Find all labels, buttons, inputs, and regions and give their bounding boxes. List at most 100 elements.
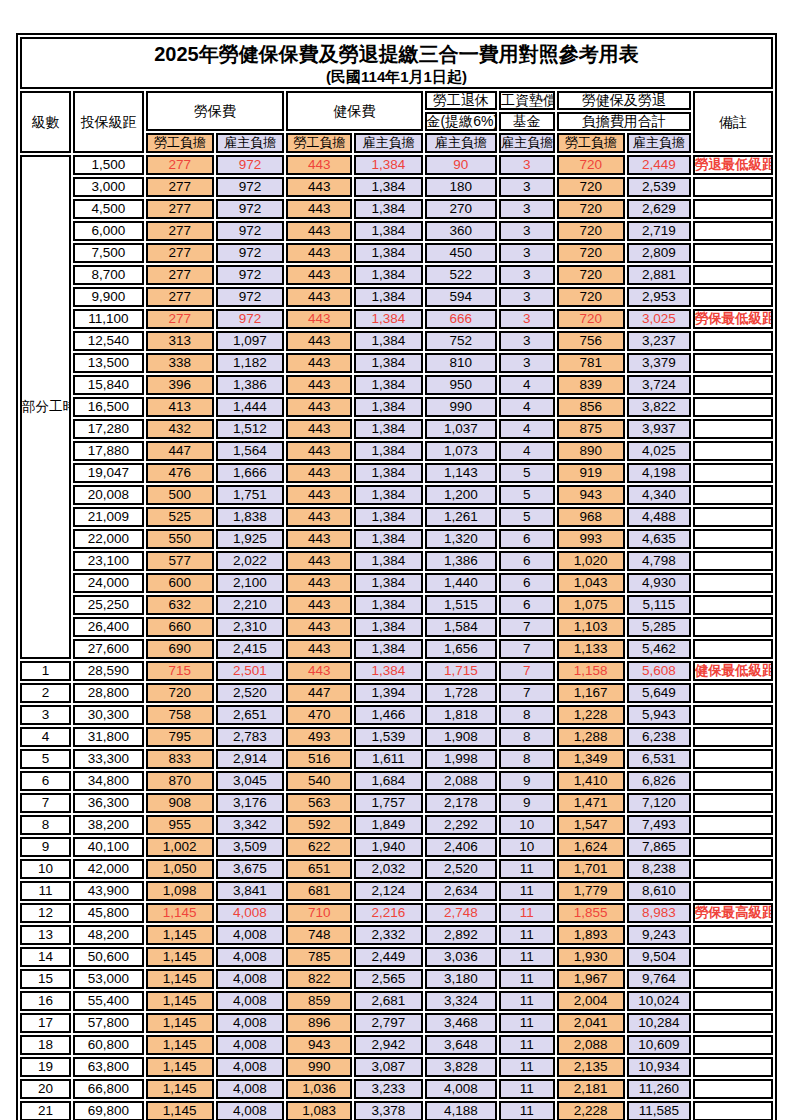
cell-note	[693, 969, 773, 989]
cell-note	[693, 265, 773, 285]
cell-health-employer: 2,797	[354, 1013, 422, 1033]
cell-labor-employee: 277	[146, 155, 214, 175]
cell-labor-employee: 1,050	[146, 859, 214, 879]
cell-note: 勞退最低級距	[693, 155, 773, 175]
cell-note	[693, 177, 773, 197]
table-row: 8,7002779724431,38452237202,881	[20, 265, 773, 285]
table-row: 16,5004131,4444431,38499048563,822	[20, 397, 773, 417]
table-row: 533,3008332,9145161,6111,99881,3496,531	[20, 749, 773, 769]
cell-health-employer: 1,940	[354, 837, 422, 857]
table-row: 12,5403131,0974431,38475237563,237	[20, 331, 773, 351]
cell-bracket: 33,300	[73, 749, 143, 769]
cell-wage-fund-employer: 11	[499, 1079, 554, 1099]
cell-health-employer: 1,384	[354, 287, 422, 307]
cell-total-employee: 720	[557, 199, 625, 219]
table-row: 3,0002779724431,38418037202,539	[20, 177, 773, 197]
cell-pension-employer: 3,180	[425, 969, 498, 989]
cell-labor-employer: 4,008	[216, 969, 284, 989]
cell-total-employer: 3,237	[627, 331, 691, 351]
cell-health-employer: 1,384	[354, 661, 422, 681]
cell-health-employee: 592	[286, 815, 352, 835]
table-row: 634,8008703,0455401,6842,08891,4106,826	[20, 771, 773, 791]
cell-health-employer: 2,449	[354, 947, 422, 967]
cell-bracket: 34,800	[73, 771, 143, 791]
cell-wage-fund-employer: 11	[499, 859, 554, 879]
cell-health-employer: 2,942	[354, 1035, 422, 1055]
cell-total-employer: 5,285	[627, 617, 691, 637]
cell-labor-employee: 955	[146, 815, 214, 835]
header-health-insurance: 健保費	[286, 91, 422, 131]
cell-total-employer: 6,238	[627, 727, 691, 747]
table-row: 1245,8001,1454,0087102,2162,748111,8558,…	[20, 903, 773, 923]
cell-level: 2	[20, 683, 71, 703]
cell-bracket: 25,250	[73, 595, 143, 615]
cell-bracket: 40,100	[73, 837, 143, 857]
cell-labor-employee: 277	[146, 265, 214, 285]
cell-labor-employer: 1,925	[216, 529, 284, 549]
cell-labor-employee: 525	[146, 507, 214, 527]
cell-pension-employer: 950	[425, 375, 498, 395]
cell-note	[693, 617, 773, 637]
cell-wage-fund-employer: 3	[499, 287, 554, 307]
cell-total-employer: 2,449	[627, 155, 691, 175]
cell-labor-employee: 313	[146, 331, 214, 351]
cell-health-employee: 443	[286, 155, 352, 175]
cell-total-employer: 10,024	[627, 991, 691, 1011]
cell-labor-employer: 4,008	[216, 925, 284, 945]
table-row: 23,1005772,0224431,3841,38661,0204,798	[20, 551, 773, 571]
cell-total-employee: 2,041	[557, 1013, 625, 1033]
cell-labor-employer: 1,512	[216, 419, 284, 439]
cell-total-employer: 7,120	[627, 793, 691, 813]
cell-labor-employee: 1,145	[146, 1057, 214, 1077]
cell-pension-employer: 3,828	[425, 1057, 498, 1077]
cell-pension-employer: 2,178	[425, 793, 498, 813]
cell-total-employee: 1,103	[557, 617, 625, 637]
cell-health-employer: 1,384	[354, 441, 422, 461]
cell-wage-fund-employer: 6	[499, 573, 554, 593]
cell-total-employee: 1,075	[557, 595, 625, 615]
table-row: 128,5907152,5014431,3841,71571,1585,608健…	[20, 661, 773, 681]
cell-wage-fund-employer: 5	[499, 485, 554, 505]
cell-total-employer: 8,610	[627, 881, 691, 901]
table-row: 1553,0001,1454,0088222,5653,180111,9679,…	[20, 969, 773, 989]
cell-bracket: 69,800	[73, 1101, 143, 1120]
cell-pension-employer: 4,008	[425, 1079, 498, 1099]
cell-health-employer: 1,384	[354, 529, 422, 549]
cell-wage-fund-employer: 8	[499, 705, 554, 725]
cell-note	[693, 243, 773, 263]
cell-note	[693, 221, 773, 241]
cell-health-employer: 1,384	[354, 419, 422, 439]
cell-health-employer: 2,332	[354, 925, 422, 945]
cell-bracket: 53,000	[73, 969, 143, 989]
cell-note	[693, 749, 773, 769]
cell-wage-fund-employer: 9	[499, 793, 554, 813]
cell-pension-employer: 2,406	[425, 837, 498, 857]
cell-total-employer: 5,649	[627, 683, 691, 703]
cell-labor-employer: 2,783	[216, 727, 284, 747]
cell-bracket: 11,100	[73, 309, 143, 329]
cell-total-employer: 11,585	[627, 1101, 691, 1120]
cell-total-employee: 2,228	[557, 1101, 625, 1120]
cell-pension-employer: 270	[425, 199, 498, 219]
cell-total-employee: 720	[557, 265, 625, 285]
subheader-health-employee: 勞工負擔	[286, 133, 352, 153]
cell-health-employer: 2,565	[354, 969, 422, 989]
cell-total-employer: 3,379	[627, 353, 691, 373]
cell-health-employer: 2,032	[354, 859, 422, 879]
cell-labor-employee: 1,145	[146, 991, 214, 1011]
cell-wage-fund-employer: 11	[499, 903, 554, 923]
cell-pension-employer: 450	[425, 243, 498, 263]
cell-health-employer: 1,384	[354, 353, 422, 373]
cell-health-employee: 710	[286, 903, 352, 923]
cell-pension-employer: 2,520	[425, 859, 498, 879]
cell-labor-employee: 577	[146, 551, 214, 571]
cell-total-employer: 4,930	[627, 573, 691, 593]
cell-total-employer: 5,462	[627, 639, 691, 659]
cell-bracket: 1,500	[73, 155, 143, 175]
cell-total-employee: 919	[557, 463, 625, 483]
cell-total-employee: 1,410	[557, 771, 625, 791]
cell-pension-employer: 3,324	[425, 991, 498, 1011]
table-row: 11,1002779724431,38466637203,025勞保最低級距	[20, 309, 773, 329]
cell-note	[693, 859, 773, 879]
cell-labor-employer: 4,008	[216, 1079, 284, 1099]
